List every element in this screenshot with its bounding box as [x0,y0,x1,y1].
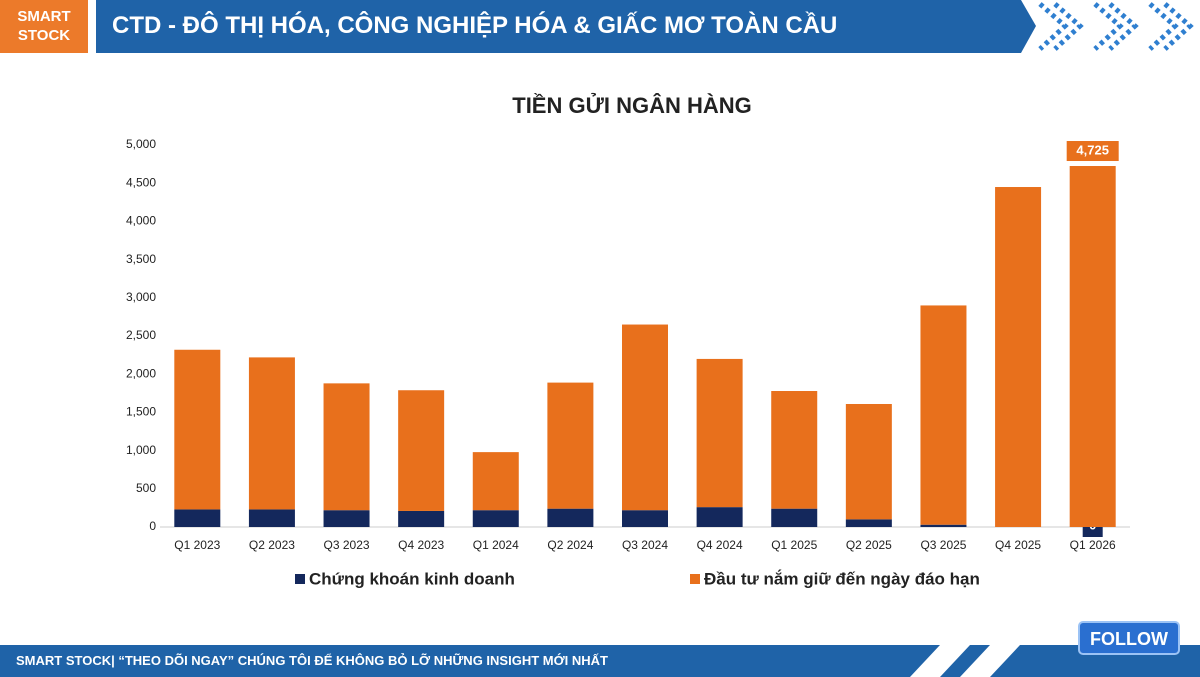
y-tick-label: 5,000 [126,137,156,151]
bar-segment [248,357,295,510]
bar-segment [398,390,445,511]
x-tick-label: Q4 2025 [995,538,1041,552]
x-tick-label: Q1 2024 [473,538,519,552]
x-tick-label: Q1 2026 [1070,538,1116,552]
y-tick-label: 3,500 [126,252,156,266]
y-tick-label: 500 [136,481,156,495]
brand: SMART STOCK [0,0,88,53]
footer-text: SMART STOCK| “THEO DÕI NGAY” CHÚNG TÔI Đ… [16,653,609,668]
bar-segment [845,519,892,527]
y-tick-label: 4,000 [126,214,156,228]
bar-segment [845,403,892,520]
data-label-box [1066,141,1119,162]
legend-label: Chứng khoán kinh doanh [309,569,515,588]
x-tick-label: Q4 2023 [398,538,444,552]
y-tick-label: 1,000 [126,443,156,457]
bar-segment [696,358,743,508]
chart: TIỀN GỬI NGÂN HÀNG 0 500 1,000 1,500 2,000 2,… [126,93,1130,588]
legend-label: Đầu tư nắm giữ đến ngày đáo hạn [704,569,980,588]
x-tick-label: Q1 2023 [174,538,220,552]
y-tick-label: 2,000 [126,366,156,380]
bar-segment [995,187,1042,527]
bar-segment [622,510,668,527]
header: SMART STOCK CTD - ĐÔ THỊ HÓA, CÔNG NGHIỆ… [0,0,1200,53]
y-tick-label: 2,500 [126,328,156,342]
bar-segment [174,349,221,510]
bar-segment [323,383,370,511]
bar-segment [771,391,818,509]
x-tick-label: Q3 2024 [622,538,668,552]
chart-title: TIỀN GỬI NGÂN HÀNG [512,93,751,118]
bar-segment [547,508,594,527]
bar-segment [920,305,967,525]
bar-segment [547,382,594,509]
bar-segment [472,452,519,511]
y-tick-label: 4,500 [126,175,156,189]
x-tick-label: Q3 2025 [920,538,966,552]
decoration [910,645,1020,677]
x-tick-label: Q2 2024 [547,538,593,552]
data-label: 4,725 [1076,142,1109,157]
bar-segment [174,509,221,527]
decoration [1038,2,1194,51]
x-tick-label: Q2 2025 [846,538,892,552]
bar-segment [323,510,370,527]
follow-button[interactable]: FOLLOW [1078,621,1180,655]
bar-segment [1069,166,1116,527]
bar-segment [920,524,967,527]
y-tick-label: 3,000 [126,290,156,304]
title-bar [96,0,1036,53]
legend-swatch [295,574,305,584]
footer [0,645,1200,677]
legend-swatch [690,574,700,584]
x-tick-label: Q1 2025 [771,538,817,552]
bar-segment [472,510,519,527]
x-tick-label: Q3 2023 [324,538,370,552]
bar-segment [771,508,818,527]
bar-segment [248,509,295,527]
x-tick-label: Q4 2024 [697,538,743,552]
bar-segment [398,510,445,527]
bar-segment [622,324,668,511]
header-title: CTD - ĐÔ THỊ HÓA, CÔNG NGHIỆP HÓA & GIẤC… [112,12,838,39]
bar-segment [696,507,743,527]
y-tick-label: 1,500 [126,405,156,419]
y-tick-label: 0 [149,519,156,533]
x-tick-label: Q2 2023 [249,538,295,552]
